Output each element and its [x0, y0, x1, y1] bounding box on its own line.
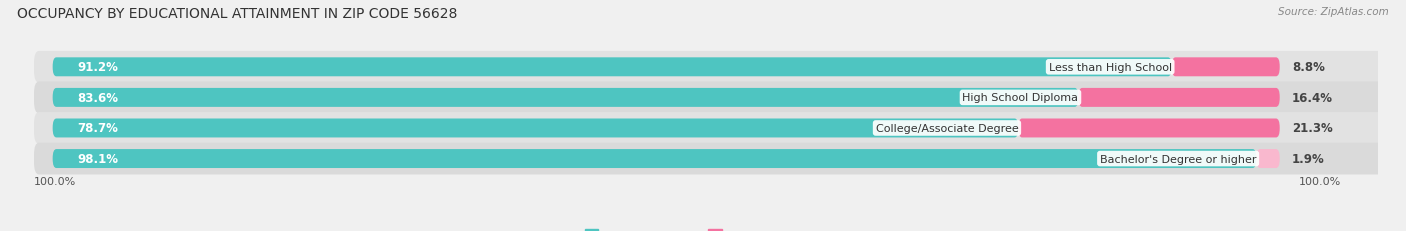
FancyBboxPatch shape: [1018, 119, 1279, 138]
Text: 100.0%: 100.0%: [34, 176, 76, 186]
FancyBboxPatch shape: [1257, 149, 1279, 168]
Text: Bachelor's Degree or higher: Bachelor's Degree or higher: [1099, 154, 1257, 164]
Text: 21.3%: 21.3%: [1292, 122, 1333, 135]
FancyBboxPatch shape: [1078, 88, 1279, 107]
FancyBboxPatch shape: [52, 88, 1078, 107]
Text: 100.0%: 100.0%: [1299, 176, 1341, 186]
Text: 83.6%: 83.6%: [77, 91, 118, 104]
Text: 8.8%: 8.8%: [1292, 61, 1324, 74]
Text: Source: ZipAtlas.com: Source: ZipAtlas.com: [1278, 7, 1389, 17]
FancyBboxPatch shape: [52, 119, 1018, 138]
FancyBboxPatch shape: [34, 82, 1396, 114]
FancyBboxPatch shape: [34, 112, 1396, 144]
Text: 1.9%: 1.9%: [1292, 152, 1324, 165]
Text: 16.4%: 16.4%: [1292, 91, 1333, 104]
Text: High School Diploma: High School Diploma: [963, 93, 1078, 103]
FancyBboxPatch shape: [52, 58, 1171, 77]
FancyBboxPatch shape: [52, 149, 1257, 168]
Text: OCCUPANCY BY EDUCATIONAL ATTAINMENT IN ZIP CODE 56628: OCCUPANCY BY EDUCATIONAL ATTAINMENT IN Z…: [17, 7, 457, 21]
FancyBboxPatch shape: [34, 52, 1396, 83]
Text: College/Associate Degree: College/Associate Degree: [876, 123, 1018, 133]
FancyBboxPatch shape: [1171, 58, 1279, 77]
Text: 91.2%: 91.2%: [77, 61, 118, 74]
FancyBboxPatch shape: [34, 143, 1396, 175]
Legend: Owner-occupied, Renter-occupied: Owner-occupied, Renter-occupied: [581, 225, 825, 231]
Text: 78.7%: 78.7%: [77, 122, 118, 135]
Text: 98.1%: 98.1%: [77, 152, 118, 165]
Text: Less than High School: Less than High School: [1049, 63, 1171, 73]
